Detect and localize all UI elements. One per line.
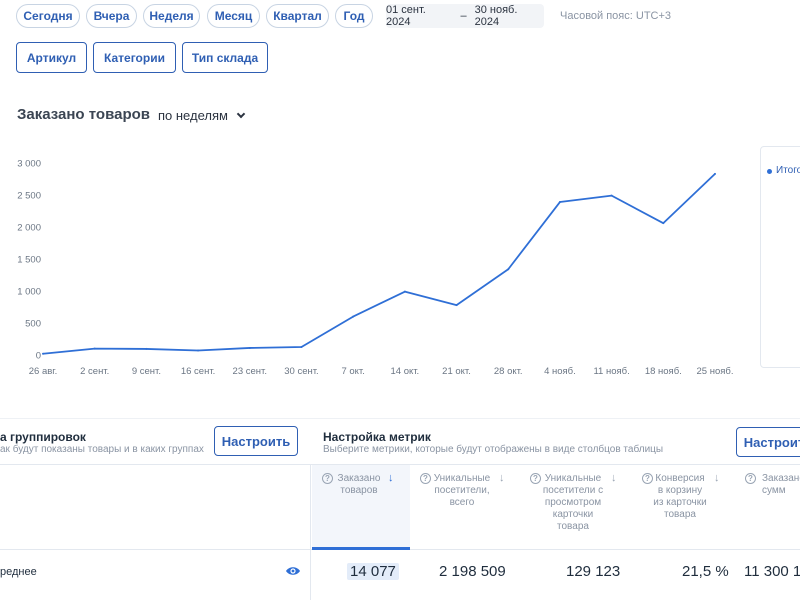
grouping-title: а группировок	[0, 430, 86, 444]
period-today-button[interactable]: Сегодня	[16, 4, 80, 28]
granularity-select[interactable]: по неделям	[158, 108, 246, 123]
column-header-unique-visitors[interactable]: Уникальные посетители, всего	[433, 473, 491, 508]
y-tick-label: 500	[25, 319, 41, 330]
cell-ordered-sum: 11 300 1	[744, 563, 800, 580]
data-point	[403, 290, 406, 293]
grouping-configure-button[interactable]: Настроить	[214, 426, 298, 456]
filter-sku-button[interactable]: Артикул	[16, 42, 87, 73]
x-tick-label: 2 сент.	[80, 366, 109, 377]
period-quarter-button[interactable]: Квартал	[266, 4, 329, 28]
x-tick-label: 11 нояб.	[593, 366, 629, 377]
x-tick-label: 14 окт.	[390, 366, 419, 377]
data-point	[248, 346, 251, 349]
data-point	[42, 352, 44, 355]
sort-arrow-down-icon[interactable]: ↓	[499, 472, 505, 484]
sort-arrow-down-icon[interactable]: ↓	[611, 472, 617, 484]
data-point	[197, 349, 200, 352]
chart-legend: Итого	[760, 146, 800, 368]
help-icon[interactable]: ?	[642, 473, 653, 484]
help-icon[interactable]: ?	[322, 473, 333, 484]
x-tick-label: 30 сент.	[284, 366, 318, 377]
period-year-button[interactable]: Год	[335, 4, 373, 28]
y-tick-label: 1 500	[17, 255, 41, 266]
date-range-picker[interactable]: 01 сент. 2024 – 30 нояб. 2024	[386, 4, 544, 28]
sorted-column-indicator	[312, 547, 410, 550]
help-icon[interactable]: ?	[420, 473, 431, 484]
data-point	[558, 201, 561, 204]
granularity-value: по неделям	[158, 108, 228, 123]
date-from: 01 сент. 2024	[386, 4, 426, 28]
data-point	[352, 315, 355, 318]
chevron-down-icon	[236, 109, 246, 118]
x-tick-label: 9 сент.	[132, 366, 161, 377]
x-tick-label: 21 окт.	[442, 366, 471, 377]
chart-title: Заказано товаров	[17, 106, 150, 123]
data-point	[145, 347, 148, 350]
series-line	[42, 173, 716, 355]
sort-arrow-down-icon[interactable]: ↓	[388, 472, 394, 484]
cell-visitors-card-view: 129 123	[566, 563, 621, 580]
data-point	[610, 194, 613, 197]
period-month-button[interactable]: Месяц	[207, 4, 260, 28]
date-dash: –	[460, 10, 467, 22]
legend-dot-icon	[767, 169, 772, 174]
section-divider	[0, 418, 800, 419]
column-header-visitors-card-view[interactable]: Уникальные посетители с просмотром карто…	[542, 473, 604, 532]
orders-line-chart: 0 500 1 000 1 500 2 000 2 500 3 000 26 авг. 2 се…	[17, 159, 734, 378]
y-tick-label: 2 000	[17, 223, 41, 234]
period-yesterday-button[interactable]: Вчера	[86, 4, 137, 28]
data-point	[662, 222, 665, 225]
data-point	[300, 346, 303, 348]
cell-cart-conversion: 21,5 %	[682, 563, 729, 580]
x-tick-label: 23 сент.	[233, 366, 267, 377]
data-point	[93, 347, 96, 350]
timezone-label: Часовой пояс: UTC+3	[560, 10, 672, 22]
y-tick-label: 0	[36, 351, 41, 362]
filter-categories-button[interactable]: Категории	[93, 42, 176, 73]
cell-unique-visitors: 2 198 509	[439, 563, 506, 580]
y-tick-label: 1 000	[17, 287, 41, 298]
x-tick-label: 18 нояб.	[645, 366, 682, 377]
cell-ordered: 14 077	[347, 563, 399, 580]
column-header-ordered-sum[interactable]: Заказано на сумм	[762, 473, 800, 496]
x-tick-label: 28 окт.	[494, 366, 523, 377]
row-label: реднее	[0, 566, 37, 578]
metrics-configure-button[interactable]: Настроить	[736, 427, 800, 457]
column-separator	[310, 465, 311, 600]
x-tick-label: 16 сент.	[181, 366, 215, 377]
help-icon[interactable]: ?	[745, 473, 756, 484]
x-tick-label: 4 нояб.	[544, 366, 576, 377]
column-header-cart-conversion[interactable]: Конверсия в корзину из карточки товара	[653, 473, 707, 520]
data-point	[507, 268, 510, 271]
eye-icon[interactable]	[285, 564, 301, 578]
grouping-subtitle: ак будут показаны товары и в каких групп…	[0, 444, 204, 455]
period-week-button[interactable]: Неделя	[143, 4, 200, 28]
legend-label[interactable]: Итого	[776, 165, 800, 176]
data-point	[455, 304, 458, 307]
x-tick-label: 25 нояб.	[697, 366, 734, 377]
date-to: 30 нояб. 2024	[474, 4, 518, 28]
sort-arrow-down-icon[interactable]: ↓	[714, 472, 720, 484]
x-tick-label: 26 авг.	[29, 366, 57, 377]
x-tick-label: 7 окт.	[341, 366, 364, 377]
metrics-title: Настройка метрик	[323, 430, 431, 444]
metrics-subtitle: Выберите метрики, которые будут отображе…	[323, 444, 664, 455]
y-tick-label: 2 500	[17, 191, 41, 202]
y-tick-label: 3 000	[17, 159, 41, 170]
column-header-ordered[interactable]: Заказано товаров	[337, 473, 381, 496]
filter-warehouse-type-button[interactable]: Тип склада	[182, 42, 268, 73]
data-point	[714, 172, 716, 175]
help-icon[interactable]: ?	[530, 473, 541, 484]
